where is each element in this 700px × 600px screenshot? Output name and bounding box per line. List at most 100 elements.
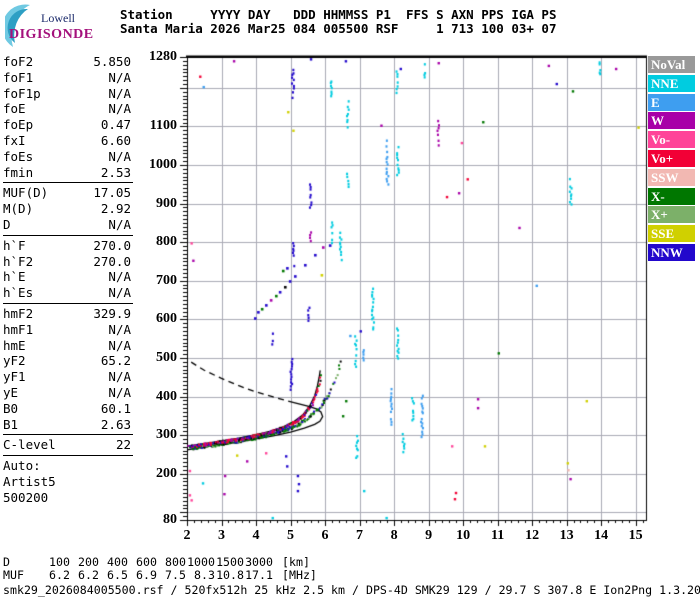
param-label: yF2: [3, 353, 26, 369]
y-axis-tick-label: 800: [156, 234, 177, 250]
distance-row: D 100 200 400 600 800 1000 1500 3000 [km]: [3, 556, 317, 569]
autoscaling-info-line: Auto:: [3, 458, 41, 474]
param-value: 270.0: [93, 237, 131, 253]
row-value: 3000: [245, 555, 273, 569]
x-axis-tick-label: 3: [218, 528, 225, 543]
y-axis-tick-label: 1100: [149, 118, 177, 134]
legend-item-NNW: NNW: [648, 243, 695, 261]
param-row-MUF(D): MUF(D) 17.05: [3, 185, 131, 201]
row-value: 6.9: [136, 568, 157, 582]
legend-item-NNE: NNE: [648, 74, 695, 92]
x-axis-tick-label: 12: [525, 528, 540, 543]
logo-digisonde-text: DIGISONDE: [9, 27, 94, 42]
y-axis-tick-label: 200: [156, 465, 177, 481]
y-axis-tick-label: 600: [156, 311, 177, 327]
param-row-foE: foE N/A: [3, 101, 131, 117]
status-bar: smk29_2026084005500.rsf / 520fx512h 25 k…: [3, 583, 700, 597]
x-axis-tick-label: 6: [321, 528, 329, 543]
y-axis-tick-label: 900: [156, 195, 177, 211]
param-row-fxI: fxI 6.60: [3, 133, 131, 149]
panel-divider: [3, 182, 133, 184]
param-label: MUF(D): [3, 185, 49, 201]
row-value: 800: [165, 555, 186, 569]
param-value: N/A: [108, 85, 131, 101]
param-label: fmin: [3, 164, 34, 180]
param-value: 60.1: [100, 400, 131, 416]
legend-item-NoVal: NoVal: [648, 56, 695, 73]
y-axis-tick-label: 1280: [149, 49, 177, 64]
row-value: 6.5: [107, 568, 128, 582]
param-row-B0: B0 60.1: [3, 401, 131, 417]
param-row-foEp: foEp 0.47: [3, 117, 131, 133]
panel-divider: [3, 302, 133, 304]
y-axis-tick-label: 400: [156, 388, 177, 404]
y-axis-tick-label: 1000: [149, 157, 177, 173]
param-row-hmE: hmE N/A: [3, 338, 131, 354]
param-label: fxI: [3, 132, 26, 148]
row-value: 6.2: [78, 568, 99, 582]
legend-item-Vo+: Vo+: [648, 149, 695, 167]
y-axis-tick-label: 700: [156, 272, 177, 288]
row-label: MUF: [3, 568, 24, 582]
param-label: C-level: [3, 437, 56, 453]
row-unit: [MHz]: [282, 568, 317, 582]
legend-item-X-: X-: [648, 187, 695, 205]
param-label: foEs: [3, 148, 34, 164]
param-value: 6.60: [100, 132, 131, 148]
panel-divider: [3, 234, 133, 236]
ionogram-canvas: [150, 50, 700, 550]
autoscaling-info-line: Artist5: [3, 473, 56, 489]
param-label: foE: [3, 101, 26, 117]
row-value: 600: [136, 555, 157, 569]
param-value: 17.05: [93, 185, 131, 201]
param-label: h`F2: [3, 253, 34, 269]
x-axis-tick-label: 8: [390, 528, 398, 543]
param-label: B0: [3, 400, 19, 416]
param-value: 2.53: [100, 164, 131, 180]
row-label: D: [3, 555, 10, 569]
param-row-h`Es: h`Es N/A: [3, 285, 131, 301]
row-value: 100: [49, 555, 70, 569]
header-station-values: Santa Maria 2026 Mar25 084 005500 RSF 1 …: [120, 21, 557, 36]
param-value: N/A: [108, 101, 131, 117]
param-label: hmF1: [3, 321, 34, 337]
x-axis-tick-label: 10: [456, 528, 471, 543]
legend-item-E: E: [648, 93, 695, 111]
legend-item-Vo-: Vo-: [648, 131, 695, 149]
param-value: N/A: [108, 269, 131, 285]
param-value: N/A: [108, 337, 131, 353]
digisonde-arc-icon: [2, 4, 30, 48]
row-value: 400: [107, 555, 128, 569]
param-row-fmin: fmin 2.53: [3, 165, 131, 181]
logo-lowell-text: Lowell: [41, 11, 75, 25]
param-value: N/A: [108, 148, 131, 164]
row-value: 8.3: [194, 568, 215, 582]
row-value: 7.5: [165, 568, 186, 582]
param-label: M(D): [3, 201, 34, 217]
param-label: yE: [3, 384, 19, 400]
param-row-yE: yE N/A: [3, 385, 131, 401]
param-row-D: D N/A: [3, 217, 131, 233]
param-value: N/A: [108, 285, 131, 301]
y-axis-tick-label: 80: [163, 512, 177, 527]
param-value: N/A: [108, 384, 131, 400]
legend-item-SSE: SSE: [648, 225, 695, 243]
param-value: 22: [115, 437, 131, 453]
param-row-C-level: C-level 22: [3, 437, 131, 453]
param-row-foF2: foF2 5.850: [3, 54, 131, 70]
param-label: D: [3, 216, 11, 232]
row-value: 10.8: [216, 568, 244, 582]
header-column-titles: Station YYYY DAY DDD HHMMSS P1 FFS S AXN…: [120, 7, 557, 22]
param-value: 270.0: [93, 253, 131, 269]
x-axis-tick-label: 4: [252, 528, 260, 543]
panel-divider: [3, 434, 133, 436]
param-label: yF1: [3, 369, 26, 385]
muf-row: MUF 6.2 6.2 6.5 6.9 7.5 8.3 10.8 17.1 [MHz]: [3, 569, 317, 582]
param-row-M(D): M(D) 2.92: [3, 201, 131, 217]
param-value: N/A: [108, 321, 131, 337]
row-value: 1000: [187, 555, 215, 569]
param-value: 2.63: [100, 416, 131, 432]
param-row-hmF1: hmF1 N/A: [3, 322, 131, 338]
param-label: hmF2: [3, 305, 34, 321]
param-value: 2.92: [100, 201, 131, 217]
